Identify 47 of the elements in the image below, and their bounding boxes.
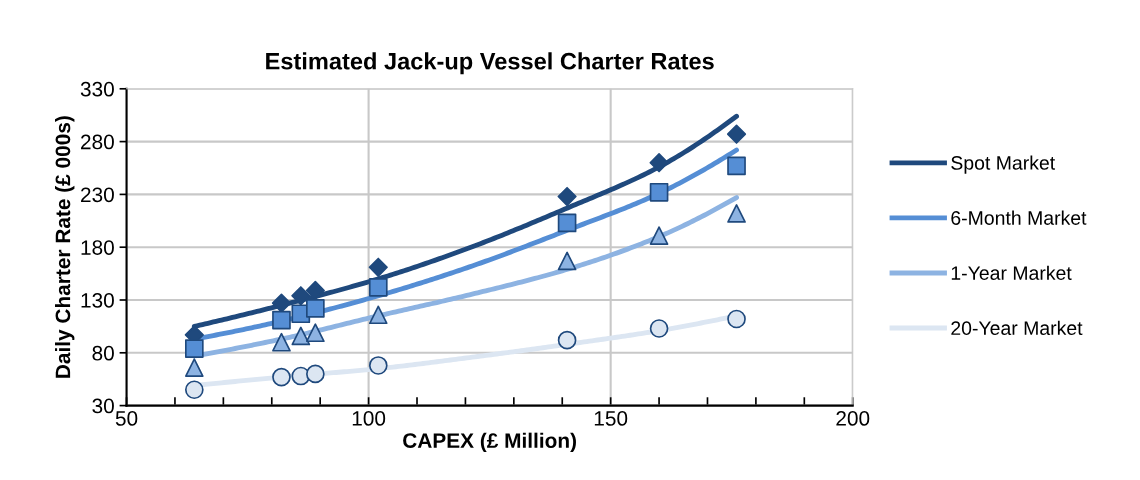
y-tick-label: 180: [81, 240, 114, 255]
point: [726, 124, 747, 144]
y-tick-label: 80: [92, 345, 114, 361]
point: [557, 330, 577, 350]
point: [649, 182, 669, 202]
legend-label: Spot Market: [951, 155, 1056, 174]
point: [649, 153, 669, 173]
point: [306, 364, 325, 384]
y-tick-label: 130: [81, 293, 114, 308]
point: [184, 380, 204, 400]
x-tick-label: 200: [836, 411, 870, 426]
x-axis-title: CAPEX (£ Million): [403, 432, 576, 453]
point: [306, 299, 325, 318]
point: [649, 319, 669, 338]
legend-label: 1-Year Market: [951, 265, 1072, 280]
point: [368, 356, 388, 375]
x-tick-label: 150: [594, 411, 628, 426]
x-tick-label: 100: [352, 411, 386, 426]
y-tick-label: 280: [81, 134, 114, 150]
point: [368, 277, 388, 297]
point: [557, 213, 577, 233]
legend-label: 6-Month Market: [951, 210, 1087, 225]
point: [272, 332, 291, 352]
point: [368, 305, 388, 325]
point: [557, 251, 577, 271]
y-axis-title: Daily Charter Rate (£ 000s): [55, 116, 75, 378]
point: [272, 310, 291, 330]
point: [306, 323, 325, 343]
point: [305, 280, 325, 301]
point: [727, 309, 746, 329]
point: [291, 286, 311, 306]
chart-title: Estimated Jack-up Vessel Charter Rates: [266, 52, 714, 75]
y-tick-label: 330: [80, 81, 114, 97]
point: [271, 293, 292, 313]
point: [368, 257, 388, 277]
point: [727, 156, 746, 176]
point: [649, 226, 669, 245]
point: [291, 326, 311, 346]
legend-label: 20-Year Market: [951, 320, 1083, 336]
y-tick-label: 30: [92, 398, 114, 414]
y-tick-label: 230: [81, 187, 114, 203]
point: [184, 339, 204, 358]
point: [272, 367, 291, 387]
point: [727, 204, 746, 223]
point: [557, 186, 577, 207]
point: [184, 358, 204, 377]
x-tick-label: 50: [115, 411, 138, 426]
